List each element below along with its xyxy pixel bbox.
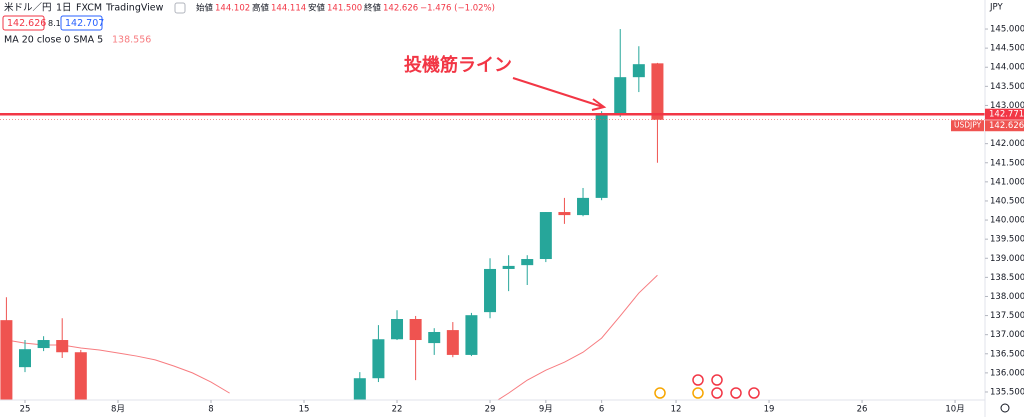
ohlc-name: 終値 bbox=[364, 3, 382, 14]
ohlc-value: 144.114 bbox=[271, 4, 306, 14]
annotation: 投機筋ライン bbox=[404, 54, 512, 76]
y-tick-label: 141.000 bbox=[990, 177, 1024, 187]
y-tick-label: 144.500 bbox=[990, 44, 1024, 54]
y-tick-label: 138.000 bbox=[990, 292, 1024, 302]
candle-body bbox=[353, 378, 366, 400]
candle-body bbox=[521, 259, 534, 266]
price-label-box bbox=[985, 108, 1024, 120]
settings[interactable] bbox=[1000, 403, 1010, 413]
candle-body bbox=[614, 77, 627, 115]
interval: 1日 bbox=[56, 3, 72, 14]
y-tick-label: 143.500 bbox=[990, 82, 1024, 92]
platform: TradingView bbox=[105, 3, 164, 14]
ohlc-value: 144.102 bbox=[215, 4, 250, 14]
candle-body bbox=[18, 349, 31, 368]
bid-box[interactable] bbox=[2, 15, 45, 31]
ohlc-value: 142.626 bbox=[383, 4, 418, 14]
candle-body bbox=[577, 197, 590, 216]
y-tick-label: 139.000 bbox=[990, 254, 1024, 264]
candle-body bbox=[651, 63, 664, 120]
symbol-label-box bbox=[951, 120, 984, 132]
price-label: 142.771 bbox=[989, 110, 1024, 120]
y-tick-label: 137.000 bbox=[990, 330, 1024, 340]
candle-body bbox=[56, 340, 69, 353]
candle-body bbox=[502, 265, 515, 269]
y-tick-label: 136.000 bbox=[990, 368, 1024, 378]
y-tick-label: 136.500 bbox=[990, 349, 1024, 359]
x-tick-label: 12 bbox=[671, 405, 682, 415]
candle-body bbox=[595, 114, 608, 198]
source: FXCM bbox=[76, 3, 102, 14]
y-tick-label: 145.000 bbox=[990, 25, 1024, 35]
y-tick-label: 142.000 bbox=[990, 139, 1024, 149]
arrow-head bbox=[591, 98, 607, 111]
y-tick-label: 139.500 bbox=[990, 235, 1024, 245]
bid: 142.626 bbox=[7, 18, 46, 29]
ohlc: 始値 144.102 高値 144.114 安値 141.500 終値 142.626 −1.4… bbox=[196, 3, 495, 14]
x-tick-label: 15 bbox=[299, 405, 310, 415]
candle-body bbox=[446, 330, 459, 355]
candle-body bbox=[539, 212, 552, 260]
candle-body bbox=[391, 319, 404, 340]
y-tick-label: 135.500 bbox=[990, 387, 1024, 397]
symbol: 米ドル／円 bbox=[4, 2, 52, 14]
price-label: 142.626 bbox=[989, 121, 1024, 131]
candle-body bbox=[0, 320, 13, 400]
plot-area bbox=[0, 29, 985, 400]
x-tick-label: 8月 bbox=[111, 405, 125, 415]
candle-body bbox=[409, 319, 422, 341]
y-tick-label: 144.000 bbox=[990, 63, 1024, 73]
symbol-label: USDJPY bbox=[954, 121, 982, 130]
indicator: MA 20 close 0 SMA 5 bbox=[4, 35, 103, 46]
arrow bbox=[512, 77, 604, 108]
ohlc-name: 始値 bbox=[196, 3, 214, 14]
ohlc-name: 高値 bbox=[252, 3, 270, 14]
ohlc-name: 安値 bbox=[308, 3, 326, 14]
y-tick-label: 140.000 bbox=[990, 216, 1024, 226]
y-tick-label: 140.500 bbox=[990, 196, 1024, 206]
y-tick-label: 141.500 bbox=[990, 158, 1024, 168]
candle-body bbox=[428, 331, 441, 344]
ma-line bbox=[496, 274, 658, 400]
candle-body bbox=[372, 339, 385, 379]
x-tick-label: 6 bbox=[599, 405, 604, 415]
x-tick-label: 25 bbox=[20, 405, 31, 415]
ask: 142.707 bbox=[65, 18, 104, 29]
candle-body bbox=[558, 212, 571, 216]
x-tick-label: 22 bbox=[392, 405, 403, 415]
change: −1.476 (−1.02%) bbox=[420, 4, 495, 14]
ohlc-value: 141.500 bbox=[327, 4, 362, 14]
events bbox=[654, 374, 760, 399]
candle-body bbox=[74, 352, 87, 400]
candle-body bbox=[632, 64, 645, 78]
y-tick-label: 143.000 bbox=[990, 101, 1024, 111]
spread: 8.1 bbox=[48, 19, 61, 28]
price-label-box bbox=[985, 120, 1024, 132]
candle-body bbox=[484, 268, 497, 313]
y-tick-label: 138.500 bbox=[990, 273, 1024, 283]
y-tick-label: 137.500 bbox=[990, 311, 1024, 321]
ask-box[interactable] bbox=[60, 15, 103, 31]
x-tick-label: 10月 bbox=[945, 405, 964, 415]
candle-body bbox=[37, 340, 50, 349]
x-tick-label: 19 bbox=[764, 405, 775, 415]
x-tick-label: 29 bbox=[485, 405, 496, 415]
icon[interactable] bbox=[174, 2, 186, 14]
x-tick-label: 26 bbox=[857, 405, 868, 415]
currency: JPY bbox=[989, 3, 1003, 13]
indicator-value: 138.556 bbox=[112, 35, 151, 46]
candle-body bbox=[465, 315, 478, 355]
x-tick-label: 9月 bbox=[539, 405, 553, 415]
x-tick-label: 8 bbox=[208, 405, 213, 415]
